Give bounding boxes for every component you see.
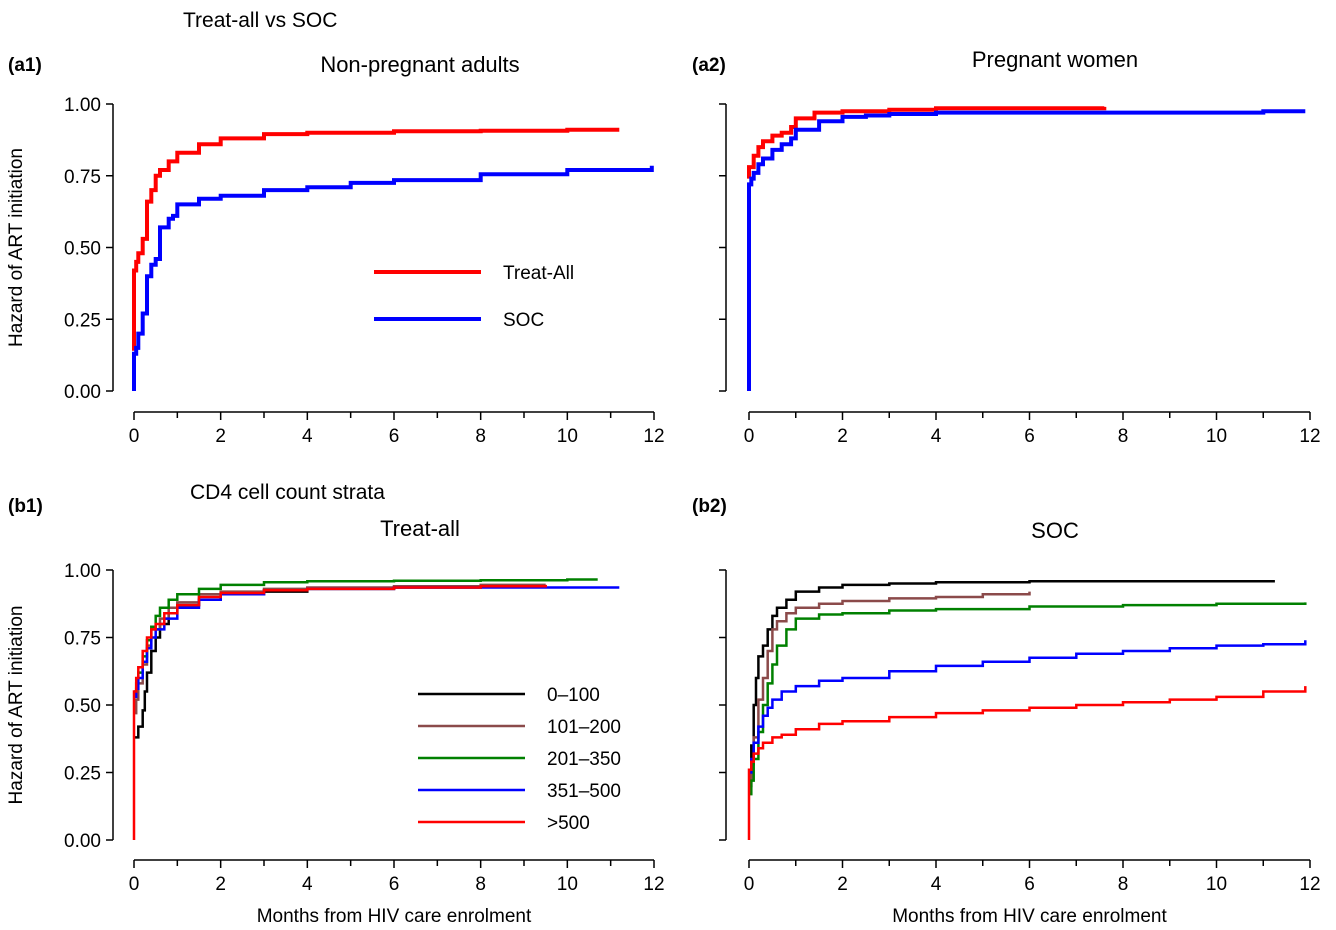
panel-a2-title: Pregnant women (972, 47, 1138, 72)
x-tick-label: 8 (475, 426, 486, 447)
panel-b1-title: Treat-all (380, 516, 460, 541)
y-tick-label: 1.00 (64, 95, 101, 116)
legend-label: 201–350 (547, 749, 621, 770)
panel-b2-title: SOC (1031, 518, 1079, 543)
x-tick-label: 10 (557, 426, 578, 447)
series-line-curve-3 (749, 640, 1307, 774)
series-line--500 (132, 584, 547, 840)
panel-b2-chart: 0 2 4 6 8 10 12 Months from HIV care enrolment (719, 569, 1321, 927)
y-tick-label: 0.75 (64, 629, 101, 650)
legend-label: 0–100 (547, 685, 600, 706)
x-tick-label: 6 (1024, 874, 1035, 895)
y-tick-label: 0.00 (64, 831, 101, 852)
panel-a2-chart: 0 2 4 6 8 10 12 (719, 103, 1321, 447)
series-line-curve-4 (747, 686, 1307, 840)
x-tick-label: 2 (837, 426, 848, 447)
y-axis-label: Hazard of ART initiation (6, 148, 27, 347)
x-tick-label: 6 (1024, 426, 1035, 447)
series-line-soc (132, 165, 654, 391)
x-axis-label: Months from HIV care enrolment (892, 906, 1167, 927)
y-tick-label: 1.00 (64, 561, 101, 582)
x-tick-label: 0 (129, 874, 140, 895)
legend-label: 351–500 (547, 781, 621, 802)
x-tick-label: 12 (643, 426, 664, 447)
x-tick-label: 8 (475, 874, 486, 895)
y-tick-label: 0.50 (64, 239, 101, 260)
x-tick-label: 12 (1299, 874, 1320, 895)
series-line-curve-1 (747, 109, 1306, 391)
y-axis-label: Hazard of ART initiation (6, 606, 27, 805)
x-tick-label: 4 (931, 874, 942, 895)
x-tick-label: 4 (302, 426, 313, 447)
x-tick-label: 0 (129, 426, 140, 447)
x-tick-label: 2 (215, 874, 226, 895)
series-line-curve-0 (747, 106, 1107, 179)
section-a-title: Treat-all vs SOC (183, 9, 337, 32)
x-tick-label: 2 (215, 426, 226, 447)
x-tick-label: 10 (557, 874, 578, 895)
series-line-curve-2 (749, 602, 1307, 796)
legend-label: SOC (503, 310, 544, 331)
y-tick-label: 0.00 (64, 382, 101, 403)
y-tick-label: 0.25 (64, 764, 101, 785)
panel-a1-title: Non-pregnant adults (320, 52, 519, 77)
x-tick-label: 4 (302, 874, 313, 895)
panel-a2-label: (a2) (692, 55, 726, 76)
section-b-title: CD4 cell count strata (190, 481, 385, 504)
x-axis-label: Months from HIV care enrolment (257, 906, 532, 927)
x-tick-label: 0 (744, 874, 755, 895)
series-line-101-200 (134, 583, 546, 715)
x-tick-label: 6 (389, 426, 400, 447)
x-tick-label: 0 (744, 426, 755, 447)
legend-label: 101–200 (547, 717, 621, 738)
x-tick-label: 12 (643, 874, 664, 895)
panel-a1-label: (a1) (8, 55, 42, 76)
x-tick-label: 10 (1206, 874, 1227, 895)
x-tick-label: 12 (1299, 426, 1320, 447)
x-tick-label: 8 (1118, 426, 1129, 447)
panel-a1-chart: 0 2 4 6 8 10 12 0.00 0.25 0.50 0.75 1.00 Hazard of A… (6, 95, 665, 447)
panel-b2-label: (b2) (692, 496, 727, 517)
x-tick-label: 2 (837, 874, 848, 895)
panel-b1-chart: 0 2 4 6 8 10 12 0.00 0.25 0.50 0.75 1.00 Hazard of A… (6, 561, 665, 927)
x-tick-label: 6 (389, 874, 400, 895)
y-tick-label: 0.50 (64, 696, 101, 717)
x-tick-label: 4 (931, 426, 942, 447)
series-line-curve-0 (749, 580, 1275, 788)
y-tick-label: 0.75 (64, 167, 101, 188)
series-line-351-500 (134, 586, 620, 699)
y-tick-label: 0.25 (64, 310, 101, 331)
series-line-curve-1 (749, 591, 1031, 788)
legend-label: >500 (547, 813, 590, 834)
x-tick-label: 8 (1118, 874, 1129, 895)
legend-label: Treat-All (503, 263, 574, 284)
panel-b1-label: (b1) (8, 496, 43, 517)
x-tick-label: 10 (1206, 426, 1227, 447)
series-line-treat-all (132, 127, 620, 351)
